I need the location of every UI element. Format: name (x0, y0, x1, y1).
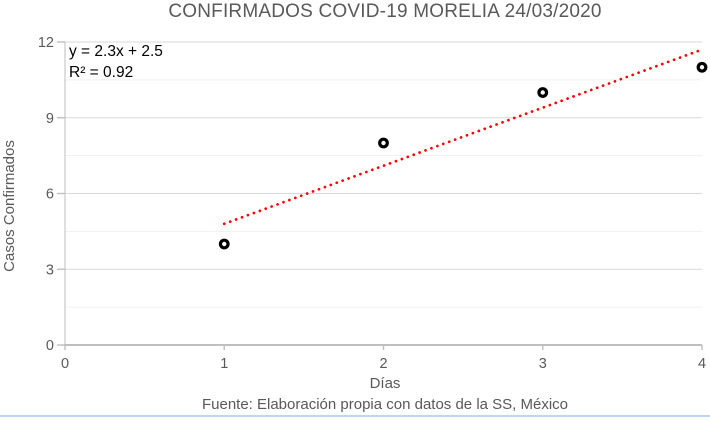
bottom-border (0, 415, 710, 417)
x-tick-label: 1 (220, 356, 228, 372)
data-point (218, 238, 230, 250)
data-point (378, 137, 389, 149)
x-tick-label: 4 (698, 356, 706, 372)
x-tick-label: 0 (61, 356, 69, 372)
y-tick-label: 0 (46, 338, 54, 354)
y-tick-label: 3 (46, 262, 54, 278)
chart-title: CONFIRMADOS COVID-19 MORELIA 24/03/2020 (168, 1, 602, 22)
y-axis-title: Casos Confirmados (1, 140, 18, 272)
y-tick-label: 12 (38, 35, 54, 51)
data-point (696, 61, 708, 73)
x-axis-title: Días (369, 375, 401, 392)
data-point (537, 87, 549, 98)
y-tick-label: 9 (46, 111, 54, 127)
trendline-r-squared: R² = 0.92 (69, 64, 134, 81)
x-tick-label: 3 (539, 356, 547, 372)
x-tick-label: 2 (379, 356, 387, 372)
trendline-label: y = 2.3x + 2.5 R² = 0.92 (69, 41, 163, 83)
source-note: Fuente: Elaboración propia con datos de … (201, 396, 569, 413)
trendline (222, 48, 704, 226)
y-tick-label: 6 (46, 187, 54, 203)
trendline-equation: y = 2.3x + 2.5 (69, 43, 163, 60)
